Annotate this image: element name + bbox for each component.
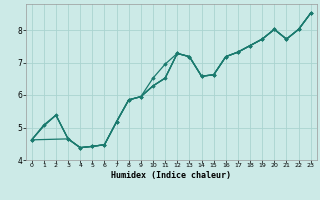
- X-axis label: Humidex (Indice chaleur): Humidex (Indice chaleur): [111, 171, 231, 180]
